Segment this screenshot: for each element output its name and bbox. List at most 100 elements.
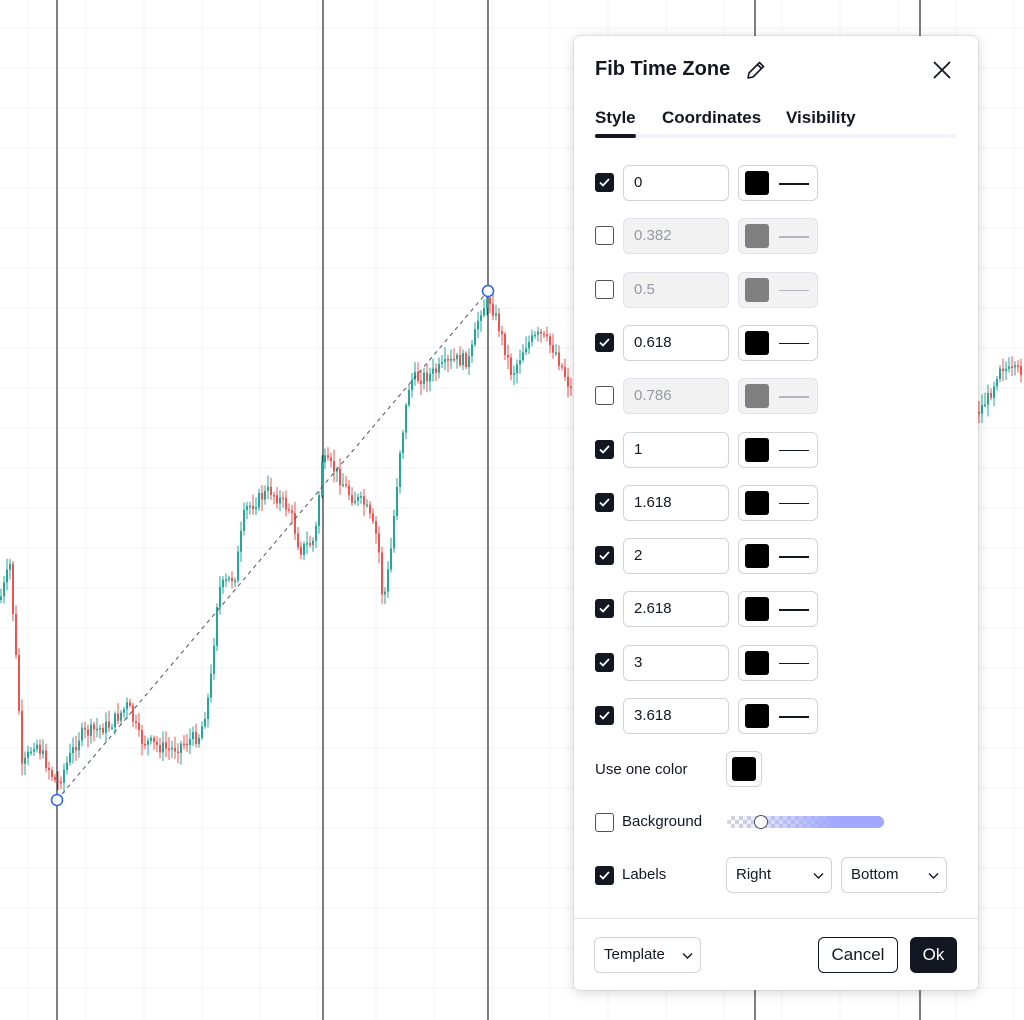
- cancel-button[interactable]: Cancel: [818, 937, 898, 973]
- level-checkbox[interactable]: [595, 652, 614, 672]
- background-opacity-slider[interactable]: [727, 816, 884, 828]
- labels-horizontal-select[interactable]: Right: [726, 857, 832, 893]
- candle-body: [393, 515, 395, 549]
- level-color-button[interactable]: [738, 165, 818, 201]
- candle-body: [537, 331, 539, 335]
- candle-body: [402, 432, 404, 454]
- level-value-input[interactable]: 0.786: [623, 378, 729, 415]
- level-value-input[interactable]: 0.5: [623, 271, 729, 308]
- level-color-button[interactable]: [738, 218, 818, 255]
- candle-body: [507, 355, 509, 358]
- level-checkbox[interactable]: [595, 492, 614, 512]
- candle-body: [465, 353, 467, 367]
- candle-body: [267, 486, 269, 491]
- checkmark-icon: [599, 551, 610, 560]
- level-value-input[interactable]: 0.618: [623, 324, 729, 361]
- candle-body: [273, 495, 275, 497]
- ok-button[interactable]: Ok: [910, 937, 957, 973]
- level-value-input[interactable]: 2.618: [623, 591, 729, 628]
- candle-body: [309, 543, 311, 545]
- one-color-button[interactable]: [726, 751, 762, 787]
- candle-body: [438, 363, 440, 373]
- candle-body: [1020, 366, 1022, 376]
- candle-body: [153, 737, 155, 742]
- fib-anchor-trendline[interactable]: [56, 290, 489, 801]
- candle-body: [201, 726, 203, 738]
- anchor-point-start[interactable]: [50, 793, 64, 807]
- candle-body: [504, 333, 506, 356]
- candle-body: [39, 744, 41, 755]
- candle-body: [498, 313, 500, 332]
- level-checkbox[interactable]: [595, 386, 614, 406]
- candle-body: [225, 579, 227, 581]
- tab-coordinates[interactable]: Coordinates: [662, 108, 762, 127]
- fib-level-row: 2: [595, 538, 835, 575]
- level-value-input[interactable]: 1: [623, 431, 729, 468]
- active-tab-indicator: [595, 134, 636, 138]
- checkmark-icon: [599, 338, 610, 347]
- close-icon[interactable]: [930, 58, 954, 82]
- level-checkbox[interactable]: [595, 546, 614, 566]
- candle-body: [474, 329, 476, 345]
- labels-vertical-select[interactable]: Bottom: [841, 857, 947, 893]
- candle-body: [984, 404, 986, 407]
- candle-body: [387, 569, 389, 592]
- level-value-input[interactable]: 1.618: [623, 484, 729, 521]
- candle-body: [558, 352, 560, 366]
- level-checkbox[interactable]: [595, 439, 614, 459]
- line-style-preview: [779, 183, 809, 185]
- candle-body: [384, 591, 386, 595]
- level-color-button[interactable]: [738, 271, 818, 308]
- slider-thumb[interactable]: [754, 815, 768, 829]
- level-checkbox[interactable]: [595, 173, 614, 192]
- pencil-icon[interactable]: [744, 58, 768, 82]
- candle-body: [354, 500, 356, 503]
- candle-body: [279, 497, 281, 504]
- candle-body: [483, 308, 485, 316]
- candle-body: [516, 364, 518, 374]
- level-checkbox[interactable]: [595, 279, 614, 299]
- candle-body: [342, 484, 344, 486]
- candle-body: [108, 721, 110, 728]
- level-color-button[interactable]: [738, 698, 818, 734]
- candle-body: [378, 533, 380, 553]
- tab-style[interactable]: Style: [595, 108, 636, 127]
- level-value-input[interactable]: 2: [623, 538, 729, 575]
- candle-body: [246, 506, 248, 510]
- level-checkbox[interactable]: [595, 599, 614, 619]
- candle-body: [468, 356, 470, 367]
- candle-body: [126, 702, 128, 710]
- candle-body: [288, 509, 290, 511]
- level-value-input[interactable]: 0: [623, 165, 729, 201]
- level-color-swatch: [745, 650, 769, 675]
- candle-body: [141, 730, 143, 745]
- level-value-input[interactable]: 3: [623, 644, 729, 681]
- level-color-button[interactable]: [738, 538, 818, 575]
- anchor-point-end[interactable]: [481, 284, 495, 298]
- level-color-button[interactable]: [738, 591, 818, 628]
- labels-checkbox[interactable]: [595, 866, 614, 885]
- chevron-down-icon: [813, 873, 824, 879]
- level-value-input[interactable]: 0.382: [623, 218, 729, 255]
- candle-body: [180, 743, 182, 753]
- tab-visibility[interactable]: Visibility: [786, 108, 856, 127]
- level-color-button[interactable]: [738, 484, 818, 521]
- template-dropdown[interactable]: Template: [594, 937, 701, 973]
- candle-body: [363, 496, 365, 505]
- level-color-button[interactable]: [738, 431, 818, 468]
- candle-body: [492, 303, 494, 316]
- level-value-input[interactable]: 3.618: [623, 698, 729, 734]
- fib-level-row: 0.786: [595, 378, 835, 415]
- level-color-button[interactable]: [738, 644, 818, 681]
- level-color-button[interactable]: [738, 378, 818, 415]
- fib-level-row: 1.618: [595, 484, 835, 521]
- candle-body: [186, 743, 188, 746]
- use-one-color-label: Use one color: [595, 761, 688, 778]
- fib-level-row: 0.5: [595, 271, 835, 308]
- level-checkbox[interactable]: [595, 226, 614, 246]
- background-checkbox[interactable]: [595, 813, 614, 832]
- candle-body: [159, 744, 161, 753]
- level-checkbox[interactable]: [595, 706, 614, 725]
- level-color-button[interactable]: [738, 324, 818, 361]
- level-checkbox[interactable]: [595, 332, 614, 352]
